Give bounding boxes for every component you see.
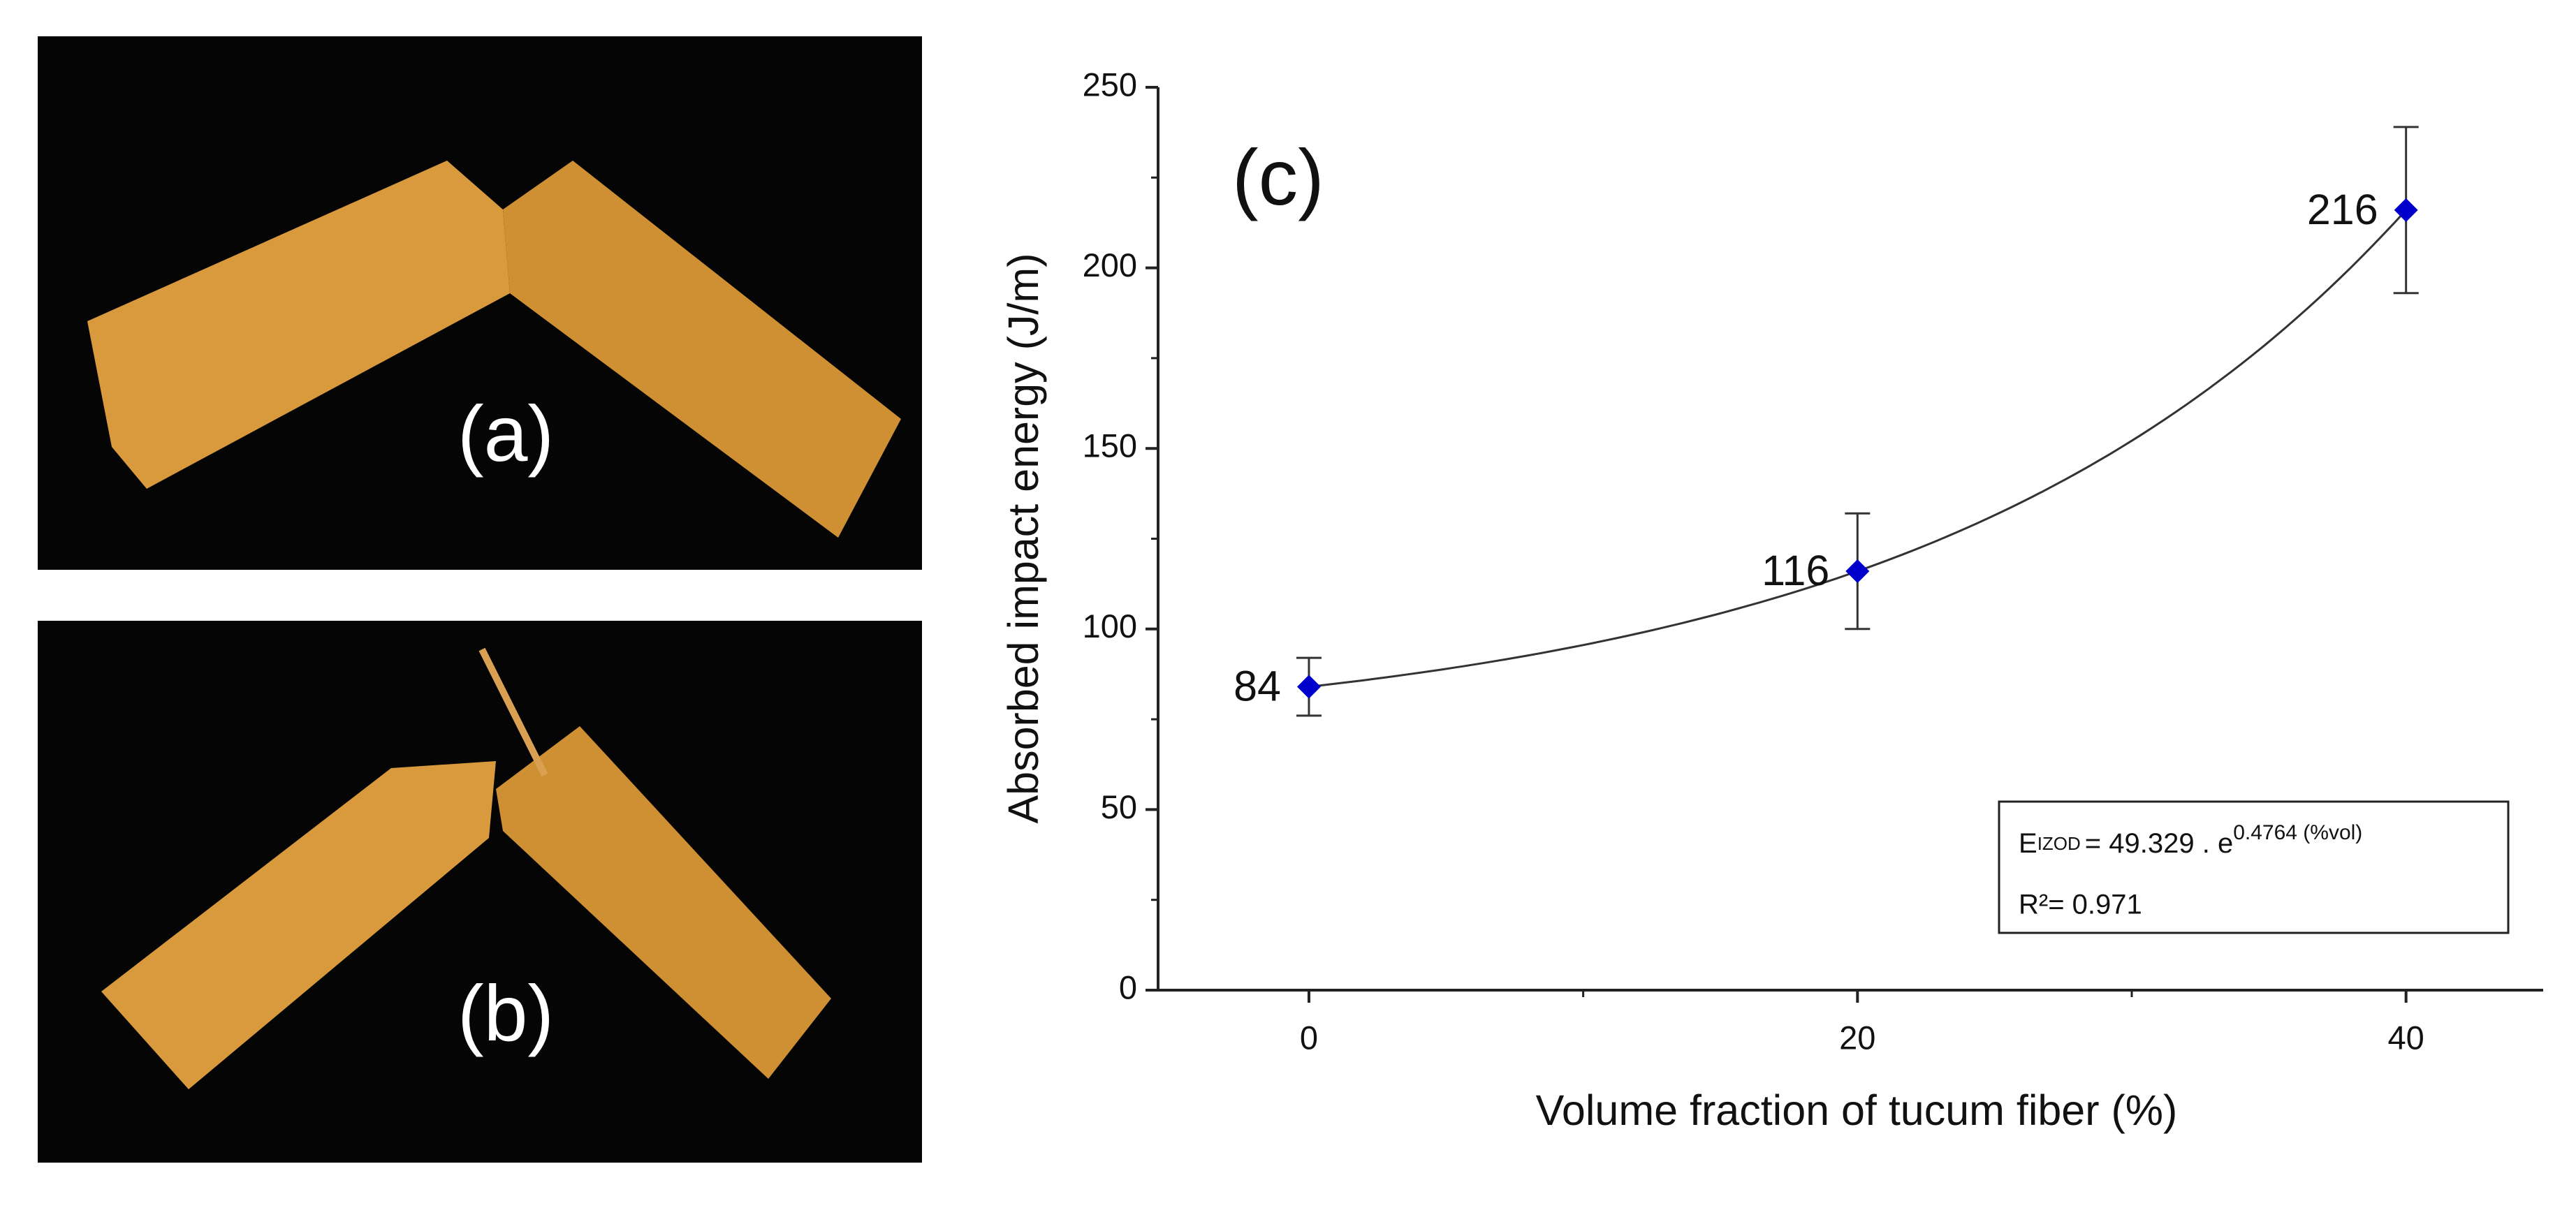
equation-lhs: E <box>2019 828 2037 859</box>
specimen-left <box>87 161 510 489</box>
panel-label: (a) <box>458 390 554 478</box>
fit-equation: EIZOD = 49.329 . e0.4764 (%vol) <box>2019 821 2362 859</box>
y-tick-label: 50 <box>1101 788 1137 825</box>
x-tick-label: 40 <box>2388 1019 2424 1056</box>
y-tick-label: 0 <box>1119 968 1137 1006</box>
photo-a: (a) <box>38 36 922 570</box>
x-tick-label: 20 <box>1839 1019 1875 1056</box>
equation-subscript: IZOD <box>2037 833 2081 854</box>
photo-background <box>38 621 922 1163</box>
data-label: 116 <box>1762 547 1829 594</box>
data-label: 216 <box>2307 186 2378 233</box>
specimen-right <box>496 726 831 1079</box>
photo-b: (b) <box>38 621 922 1163</box>
specimen-left <box>101 761 496 1089</box>
panel-label: (c) <box>1232 133 1324 221</box>
equation-middle: = 49.329 . e <box>2085 828 2233 859</box>
y-axis-label: Absorbed impact energy (J/m) <box>1000 253 1047 823</box>
equation-superscript: 0.4764 (%vol) <box>2233 821 2362 844</box>
legend-box <box>1998 800 2510 934</box>
data-point <box>2394 198 2418 222</box>
y-tick-label: 200 <box>1083 246 1137 283</box>
y-tick-label: 150 <box>1083 427 1137 464</box>
x-axis-label: Volume fraction of tucum fiber (%) <box>1536 1087 2178 1134</box>
specimen-right <box>503 161 901 538</box>
r-squared: R²= 0.971 <box>2019 890 2142 920</box>
fiber <box>478 647 548 777</box>
x-tick-label: 0 <box>1300 1019 1318 1056</box>
data-point <box>1296 675 1321 699</box>
y-tick-label: 250 <box>1083 66 1137 103</box>
panel-label: (b) <box>458 969 554 1057</box>
y-tick-label: 100 <box>1083 607 1137 644</box>
data-label: 84 <box>1234 663 1281 710</box>
data-point <box>1845 559 1870 584</box>
